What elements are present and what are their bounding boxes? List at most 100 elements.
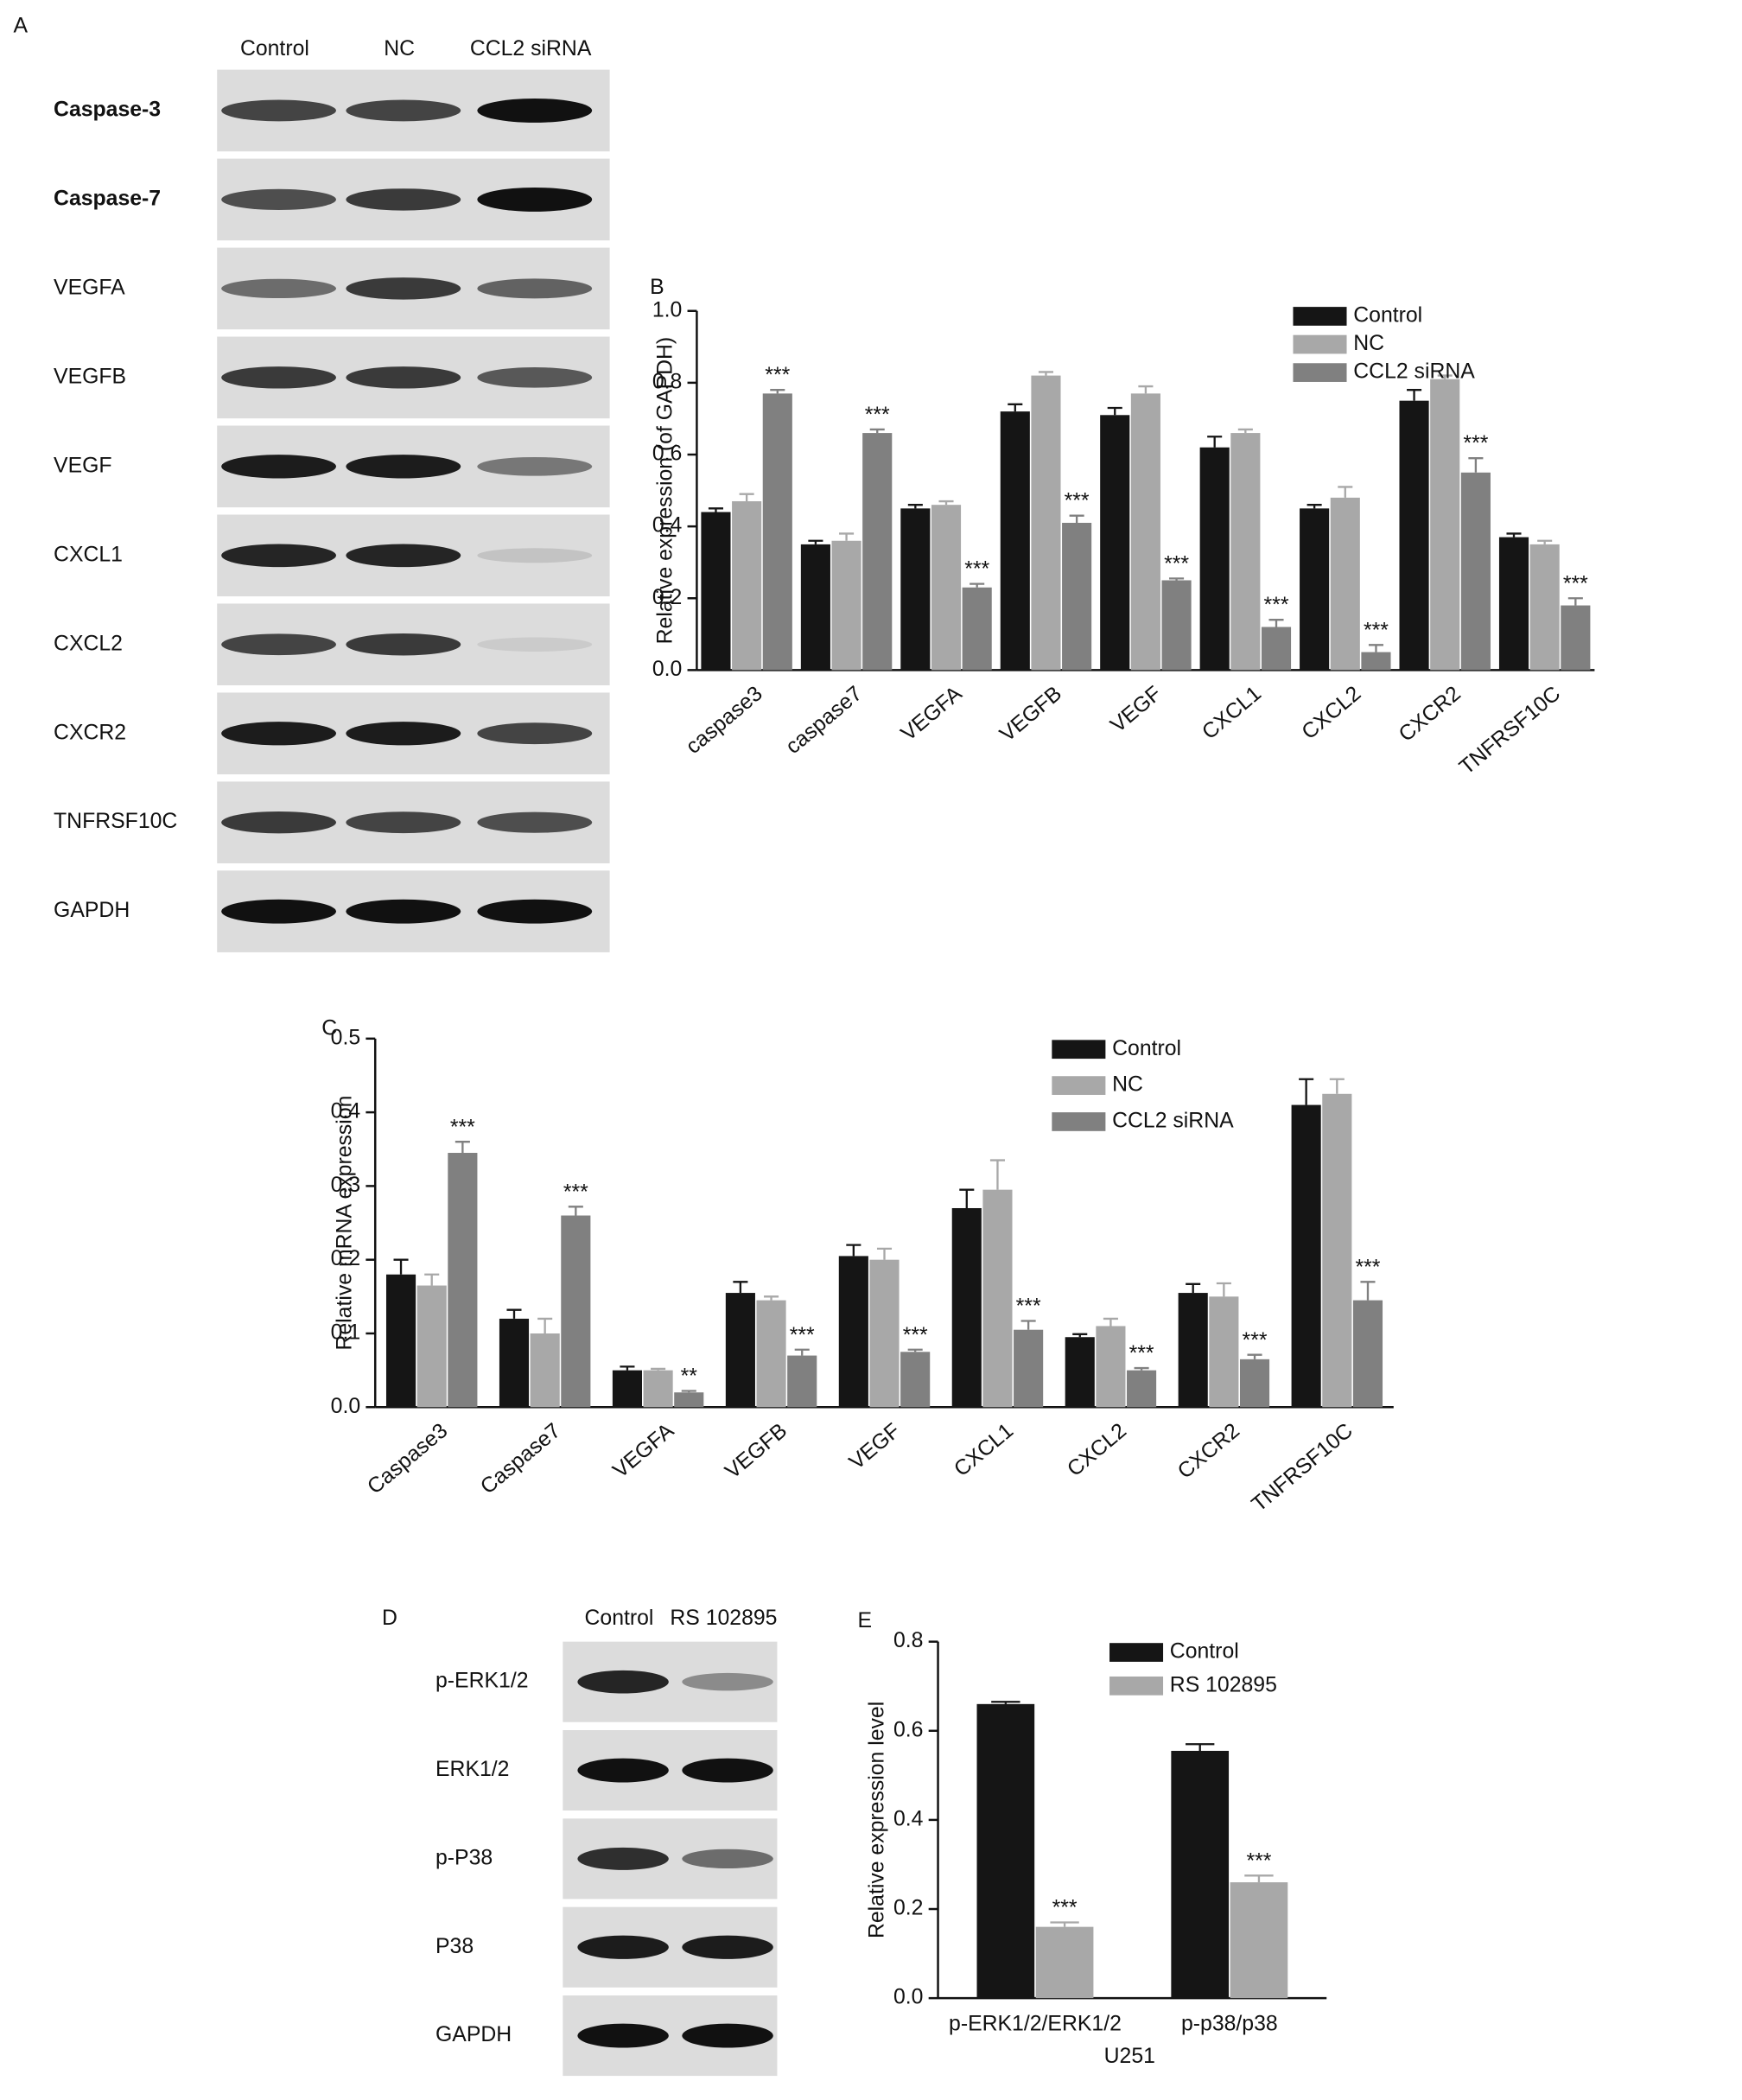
row-label: GAPDH — [436, 2023, 512, 2046]
bar — [762, 393, 792, 671]
bar — [1239, 1359, 1270, 1408]
bar — [951, 1207, 982, 1408]
x-tick-label: CXCL1 — [1198, 682, 1266, 744]
legend-label: NC — [1112, 1073, 1143, 1097]
blot-band — [577, 1847, 669, 1870]
legend-swatch — [1293, 307, 1347, 326]
blot-band — [221, 544, 336, 568]
bar — [1361, 652, 1391, 671]
blot-band — [682, 1758, 773, 1783]
bar — [1014, 1329, 1044, 1408]
bar — [612, 1370, 642, 1408]
panel-label: D — [382, 1607, 397, 1630]
bar — [1209, 1296, 1239, 1408]
error-bar — [1069, 514, 1084, 523]
significance: *** — [1246, 1849, 1271, 1873]
blot-band — [477, 722, 593, 745]
x-tick-label: VEGFA — [608, 1419, 678, 1483]
error-bar — [651, 1367, 666, 1371]
x-tick-label: CXCR2 — [1395, 682, 1465, 747]
x-tick-label: VEGFA — [897, 682, 967, 746]
bar — [1460, 472, 1491, 671]
blot-band — [477, 98, 593, 123]
bar — [1529, 544, 1560, 671]
error-bar — [1169, 577, 1185, 581]
legend-swatch — [1109, 1676, 1164, 1696]
error-bar — [1299, 1078, 1314, 1105]
x-tick-label: TNFRSF10C — [1455, 682, 1565, 780]
x-tick-label: p-ERK1/2/ERK1/2 — [949, 2013, 1122, 2036]
x-axis-label: U251 — [1104, 2045, 1155, 2068]
legend-swatch — [1109, 1643, 1164, 1662]
significance: *** — [1563, 572, 1588, 595]
blot-band — [221, 811, 336, 834]
panel-label: A — [14, 15, 29, 38]
error-bar — [1186, 1743, 1215, 1751]
error-bar — [770, 389, 785, 394]
bar — [1161, 580, 1192, 671]
error-bar — [1268, 619, 1284, 627]
blot-band — [221, 633, 336, 656]
bar — [1230, 433, 1261, 671]
blot-band — [682, 1672, 773, 1691]
x-tick-label: caspase7 — [781, 682, 867, 759]
error-bar — [1050, 1921, 1079, 1927]
error-bar — [424, 1273, 440, 1286]
error-bar — [1216, 1282, 1231, 1297]
lane-label: NC — [384, 37, 415, 60]
error-bar — [1134, 1366, 1149, 1371]
bar — [1352, 1300, 1383, 1408]
bar — [1261, 627, 1292, 671]
y-tick-label: 0.0 — [652, 658, 682, 681]
x-tick-label: CXCR2 — [1173, 1419, 1244, 1484]
error-bar — [959, 1188, 975, 1208]
bar — [732, 501, 762, 671]
significance: *** — [450, 1116, 475, 1139]
significance: *** — [1065, 490, 1090, 513]
legend-label: CCL2 siRNA — [1353, 360, 1475, 384]
error-bar — [991, 1701, 1020, 1704]
error-bar — [1107, 406, 1122, 416]
bar — [1178, 1293, 1208, 1408]
y-axis-label: Relative expression (of GAPDH) — [653, 337, 677, 645]
error-bar — [1207, 436, 1223, 448]
x-tick-label: TNFRSF10C — [1248, 1419, 1357, 1517]
error-bar — [989, 1159, 1005, 1190]
error-bar — [455, 1141, 470, 1154]
error-bar — [794, 1348, 810, 1356]
significance: *** — [1052, 1897, 1078, 1920]
y-axis-label: Relative mRNA expression — [334, 1096, 357, 1351]
blot-band — [477, 187, 593, 212]
y-tick-label: 0.2 — [652, 586, 682, 609]
y-tick-label: 0.1 — [331, 1321, 360, 1345]
bar — [385, 1274, 416, 1408]
error-bar — [568, 1206, 583, 1216]
blot-band — [477, 811, 593, 833]
significance: *** — [865, 404, 890, 427]
blot-band — [346, 899, 461, 924]
x-tick-label: CXCL2 — [1063, 1419, 1131, 1481]
error-bar — [1368, 644, 1383, 652]
blot-band — [221, 278, 336, 299]
row-label: CXCL2 — [54, 632, 123, 655]
error-bar — [1329, 1078, 1345, 1094]
error-bar — [1186, 1282, 1201, 1294]
legend-label: CCL2 siRNA — [1112, 1110, 1234, 1133]
y-tick-label: 0.4 — [893, 1807, 924, 1830]
significance: *** — [903, 1324, 928, 1347]
significance: *** — [1364, 619, 1389, 642]
blot-band — [346, 277, 461, 300]
error-bar — [708, 507, 723, 512]
row-label: VEGFB — [54, 365, 126, 388]
error-bar — [620, 1365, 635, 1371]
bar — [1171, 1750, 1230, 1999]
row-label: GAPDH — [54, 899, 130, 922]
y-tick-label: 1.0 — [652, 298, 682, 321]
error-bar — [1437, 374, 1453, 379]
x-tick-label: VEGFB — [721, 1419, 792, 1484]
legend-swatch — [1293, 363, 1347, 382]
legend-swatch — [1052, 1076, 1106, 1095]
bar — [900, 508, 931, 671]
bar — [962, 587, 992, 671]
y-tick-label: 0.2 — [893, 1897, 923, 1920]
